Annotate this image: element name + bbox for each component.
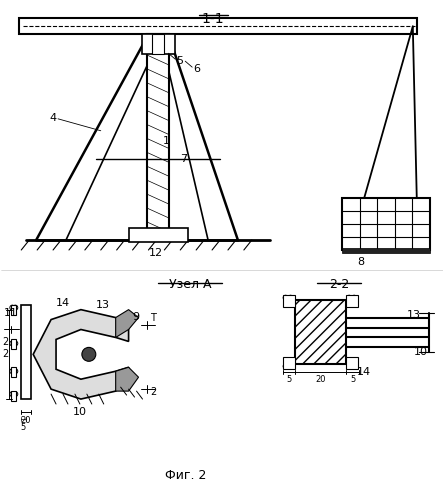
Text: 12: 12	[148, 248, 163, 258]
Text: 2-2: 2-2	[329, 278, 349, 291]
Bar	[342, 248, 430, 253]
Bar	[152, 34, 164, 54]
Text: Фиг. 2: Фиг. 2	[165, 468, 206, 481]
Text: 1: 1	[163, 136, 169, 145]
Text: 6: 6	[193, 64, 200, 74]
Bar	[342, 198, 430, 250]
Text: 13: 13	[96, 300, 110, 310]
Bar	[12, 340, 16, 349]
Text: 2: 2	[2, 350, 8, 360]
Bar	[12, 304, 16, 314]
Polygon shape	[33, 310, 129, 399]
Text: 2: 2	[151, 387, 157, 397]
Bar	[19, 18, 417, 34]
Text: 8: 8	[357, 257, 364, 267]
Bar	[283, 294, 294, 306]
Bar	[346, 358, 358, 369]
Text: 7: 7	[180, 154, 187, 164]
Bar	[21, 304, 31, 399]
Text: 1-1: 1-1	[202, 12, 224, 26]
Text: 5: 5	[351, 375, 356, 384]
Polygon shape	[116, 310, 139, 338]
Text: T: T	[151, 312, 156, 322]
Text: 5: 5	[286, 375, 291, 384]
Bar	[283, 358, 294, 369]
Text: 20: 20	[315, 375, 325, 384]
Circle shape	[82, 348, 96, 362]
Text: 4: 4	[49, 113, 56, 123]
Text: 9: 9	[133, 312, 140, 322]
Text: Узел A: Узел A	[169, 278, 211, 291]
Text: 14: 14	[56, 298, 70, 308]
Bar	[346, 294, 358, 306]
Bar	[12, 368, 16, 377]
Text: 5: 5	[176, 56, 183, 66]
Text: 14: 14	[357, 368, 371, 378]
Text: 10: 10	[414, 348, 428, 358]
Text: 11: 11	[4, 308, 17, 318]
Bar	[294, 300, 346, 364]
Bar	[129, 228, 188, 242]
Polygon shape	[116, 368, 139, 391]
Text: 10: 10	[73, 407, 87, 417]
Bar	[142, 34, 175, 54]
Text: 20: 20	[20, 416, 31, 425]
Text: 5: 5	[20, 423, 26, 432]
Bar	[147, 34, 169, 240]
Text: 2: 2	[2, 338, 8, 347]
Text: 13: 13	[407, 310, 421, 320]
Bar	[12, 391, 16, 401]
